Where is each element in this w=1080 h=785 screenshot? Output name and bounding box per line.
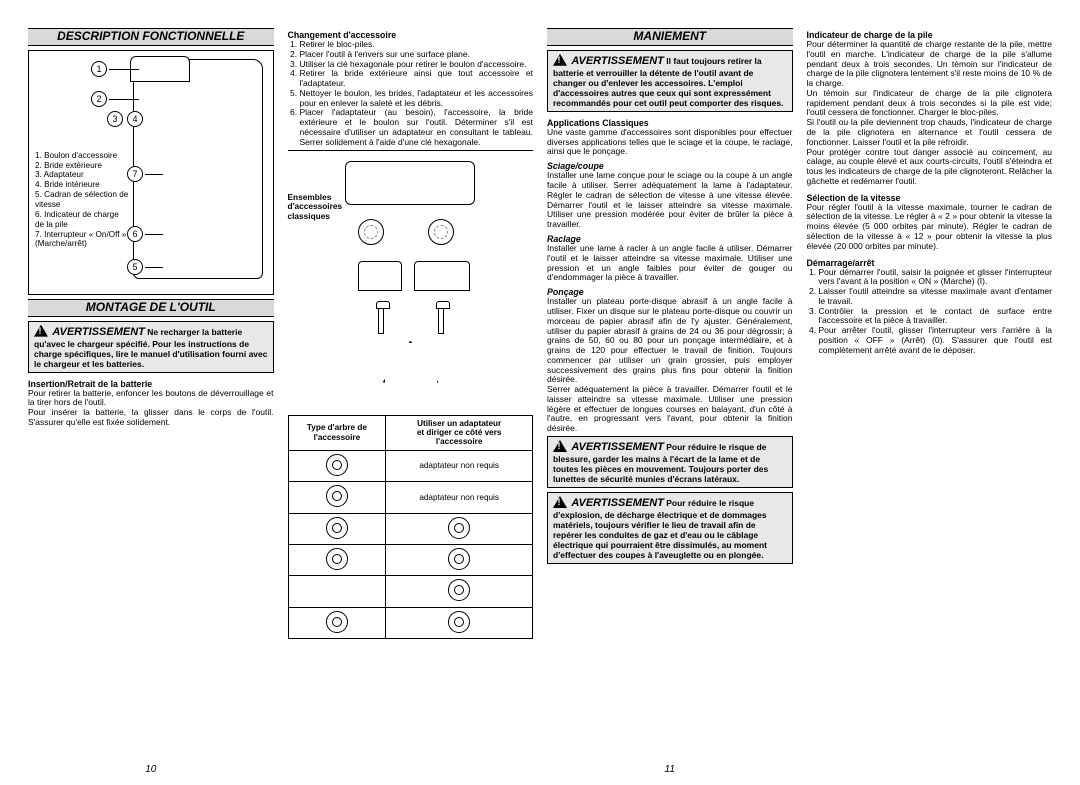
table-row: adaptateur non requis <box>288 450 533 481</box>
tool-diagram: 1 2 3 4 5 6 7 1. Boulon d'accessoire 2. … <box>28 50 274 295</box>
p-indicator: Pour déterminer la quantité de charge re… <box>807 40 1053 89</box>
column-2: Changement d'accessoire Retirer le bloc-… <box>288 28 534 775</box>
leader-line <box>145 267 163 268</box>
column-1: DESCRIPTION FONCTIONNELLE 1 2 3 4 5 6 7 … <box>28 28 274 775</box>
table-row <box>288 513 533 544</box>
step: Nettoyer le boulon, les brides, l'adapta… <box>300 89 534 109</box>
tool-head-small <box>345 161 475 205</box>
warning-charger: AVERTISSEMENT Ne recharger la batterie q… <box>28 321 274 373</box>
step: Placer l'adaptateur (au besoin), l'acces… <box>300 108 534 147</box>
warning-icon <box>553 496 567 508</box>
adapter-shape-icon <box>448 611 470 633</box>
table-row: adaptateur non requis <box>288 482 533 513</box>
blade-icon <box>358 261 402 291</box>
flange-disc-icon <box>358 219 384 245</box>
page-number-left: 10 <box>28 758 274 776</box>
tool-body-outline <box>133 59 263 279</box>
step: Laisser l'outil atteindre sa vitesse max… <box>819 287 1053 307</box>
p-sciage: Installer une lame conçue pour le sciage… <box>547 171 793 230</box>
callout-5: 5 <box>127 259 143 275</box>
adapter-shape-icon <box>448 548 470 570</box>
callout-2: 2 <box>91 91 107 107</box>
table-header-shaft: Type d'arbre de l'accessoire <box>288 415 386 450</box>
callout-4: 4 <box>127 111 143 127</box>
leader-line <box>109 69 139 70</box>
step: Retirer la bride extérieure ainsi que to… <box>300 69 534 89</box>
column-3: MANIEMENT AVERTISSEMENT Il faut toujours… <box>547 28 793 775</box>
parts-list: 1. Boulon d'accessoire 2. Bride extérieu… <box>35 151 130 249</box>
warning-lead: AVERTISSEMENT <box>52 326 145 338</box>
table-row <box>288 607 533 638</box>
page-number-right: 11 <box>547 758 793 776</box>
scraper-blade-icon <box>414 261 470 291</box>
p-indicator: Si l'outil ou la pile deviennent trop ch… <box>807 118 1053 147</box>
table-row <box>288 545 533 576</box>
accessory-diagram: Ensembles d'accessoires classiques <box>288 150 534 415</box>
cell-adapter: adaptateur non requis <box>386 450 533 481</box>
warning-explosion: AVERTISSEMENT Pour réduire le risque d'e… <box>547 492 793 564</box>
step: Pour démarrer l'outil, saisir la poignée… <box>819 268 1053 288</box>
section-title-montage: MONTAGE DE L'OUTIL <box>28 299 274 317</box>
warning-icon <box>553 54 567 66</box>
shaft-shape-icon <box>327 580 347 600</box>
p-speed: Pour régler l'outil à la vitesse maximal… <box>807 203 1053 252</box>
shaft-shape-icon <box>326 517 348 539</box>
warning-injury: AVERTISSEMENT Pour réduire le risque de … <box>547 436 793 488</box>
callout-1: 1 <box>91 61 107 77</box>
table-row <box>288 576 533 607</box>
shaft-shape-icon <box>326 611 348 633</box>
p-indicator: Pour protéger contre tout danger associé… <box>807 148 1053 187</box>
leader-line <box>145 234 163 235</box>
p-retirer: Pour retirer la batterie, enfoncer les b… <box>28 389 274 409</box>
sanding-pad-icon <box>383 341 439 397</box>
warning-icon <box>34 325 48 337</box>
accessory-canvas <box>288 161 534 411</box>
p-poncage: Installer un plateau porte-disque abrasi… <box>547 297 793 434</box>
p-raclage: Installer une lame à racler à un angle f… <box>547 244 793 283</box>
adapter-shape-icon <box>448 579 470 601</box>
shaft-shape-icon <box>326 548 348 570</box>
warning-icon <box>553 440 567 452</box>
warning-lead: AVERTISSEMENT <box>571 55 664 67</box>
screw-icon <box>438 306 444 334</box>
p-indicator: Un témoin sur l'indicateur de charge de … <box>807 89 1053 118</box>
warning-lead: AVERTISSEMENT <box>571 441 664 453</box>
start-stop-steps: Pour démarrer l'outil, saisir la poignée… <box>807 268 1053 356</box>
flange-disc-icon <box>428 219 454 245</box>
adapter-shape-icon <box>448 517 470 539</box>
warning-lead: AVERTISSEMENT <box>571 497 664 509</box>
leader-line <box>145 174 163 175</box>
column-4: Indicateur de charge de la pile Pour dét… <box>807 28 1053 775</box>
screw-icon <box>378 306 384 334</box>
leader-line <box>109 99 139 100</box>
shaft-shape-icon <box>326 454 348 476</box>
change-steps: Retirer le bloc-piles. Placer l'outil à … <box>288 40 534 147</box>
section-title-description: DESCRIPTION FONCTIONNELLE <box>28 28 274 46</box>
p-inserer: Pour insérer la batterie, la glisser dan… <box>28 408 274 428</box>
step: Pour arrêter l'outil, glisser l'interrup… <box>819 326 1053 355</box>
table-header-adapter: Utiliser un adaptateur et diriger ce côt… <box>386 415 533 450</box>
warning-battery-remove: AVERTISSEMENT Il faut toujours retirer l… <box>547 50 793 112</box>
step: Contrôler la pression et le contact de s… <box>819 307 1053 327</box>
callout-3: 3 <box>107 111 123 127</box>
cell-adapter: adaptateur non requis <box>386 482 533 513</box>
p-applications: Une vaste gamme d'accessoires sont dispo… <box>547 128 793 157</box>
shaft-shape-icon <box>326 485 348 507</box>
shaft-adapter-table: Type d'arbre de l'accessoire Utiliser un… <box>288 415 534 640</box>
section-title-maniement: MANIEMENT <box>547 28 793 46</box>
